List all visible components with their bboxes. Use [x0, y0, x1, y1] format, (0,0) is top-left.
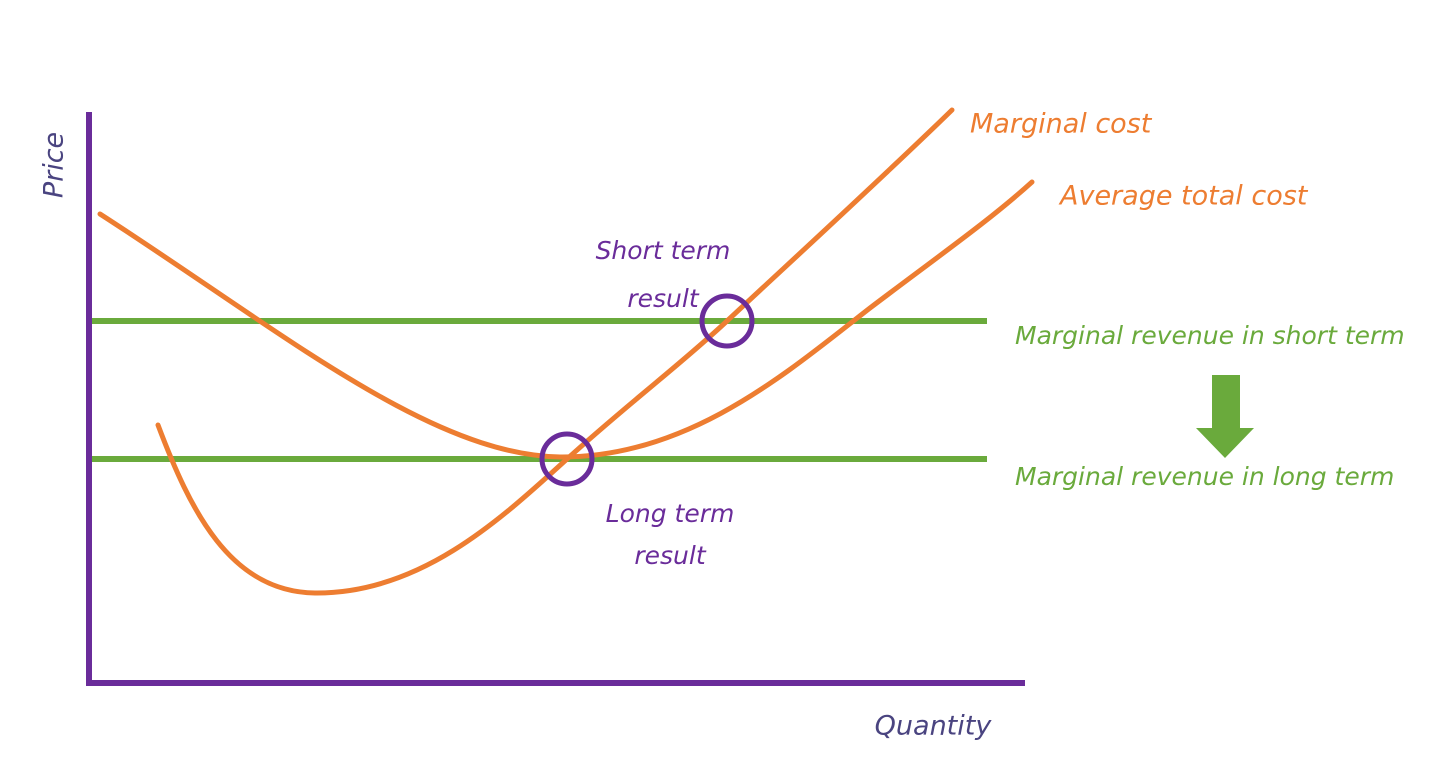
short-term-result-marker [699, 293, 755, 349]
long-term-result-marker [539, 431, 595, 487]
long-term-result-label: Long term [606, 499, 735, 528]
marginal-cost-label: Marginal cost [970, 109, 1153, 140]
down-arrow [1196, 375, 1254, 458]
long-term-revenue-label: Marginal revenue in long term [1015, 462, 1394, 491]
short-term-revenue-label: Marginal revenue in short term [1015, 321, 1405, 350]
x-axis-label: Quantity [875, 711, 993, 742]
average-total-cost-label: Average total cost [1058, 181, 1309, 212]
average-total-cost-curve [97, 179, 1035, 460]
y-axis-label: Price [39, 132, 70, 198]
long-term-result-label: result [634, 541, 706, 570]
short-term-result-label: result [627, 284, 699, 313]
short-term-result-label: Short term [596, 236, 731, 265]
marginal-cost-curve [155, 107, 955, 596]
